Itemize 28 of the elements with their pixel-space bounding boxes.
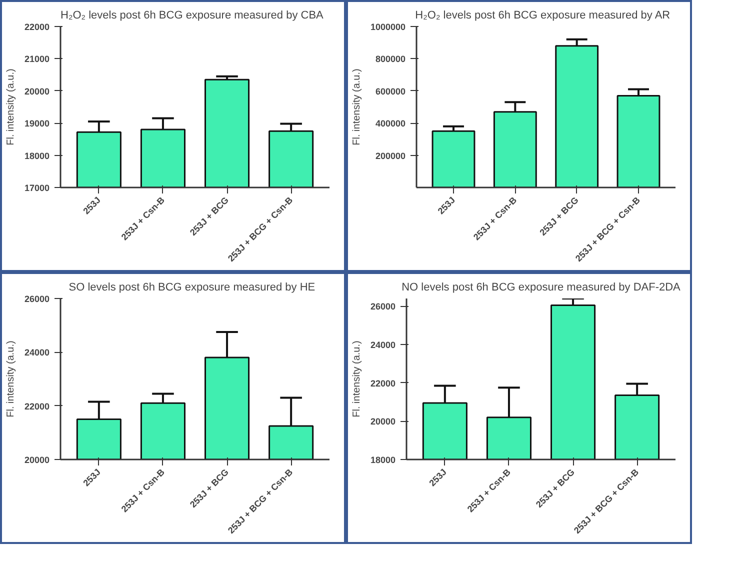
y-tick-label: 22000 [24,401,50,412]
y-tick-label: 26000 [24,294,50,304]
chart-title: H₂O₂ levels post 6h BCG exposure measured by CBA [60,10,324,22]
y-tick-label: 17000 [24,183,50,193]
y-tick-label: 20000 [24,455,50,465]
chart-title: H₂O₂ levels post 6h BCG exposure measured by AR [415,10,670,22]
y-tick-label: 600000 [375,86,406,96]
y-tick-label: 26000 [370,302,396,312]
y-tick-label: 24000 [24,348,50,358]
y-tick-label: 21000 [24,54,50,64]
chart-title: SO levels post 6h BCG exposure measured by HE [68,282,316,294]
y-axis-title: Fl. intensity (a.u.) [5,340,16,418]
y-tick-label: 400000 [375,118,406,129]
y-tick-label: 800000 [375,54,406,64]
y-tick-label: 22000 [24,22,50,32]
y-axis-title: Fl. intensity (a.u.) [351,340,362,418]
y-tick-label: 18000 [24,150,50,161]
y-tick-label: 20000 [24,86,50,96]
y-tick-label: 19000 [24,118,50,129]
y-tick-label: 18000 [370,455,396,465]
y-tick-label: 1000000 [370,22,406,32]
y-tick-label: 20000 [370,416,396,427]
y-axis-title: Fl. intensity (a.u.) [5,68,16,146]
y-tick-label: 200000 [375,150,406,161]
y-axis-title: Fl. intensity (a.u.) [351,68,362,146]
y-tick-label: 24000 [370,340,396,350]
chart-title: NO levels post 6h BCG exposure measured by DAF-2DA [402,282,682,294]
y-tick-label: 22000 [370,378,396,388]
